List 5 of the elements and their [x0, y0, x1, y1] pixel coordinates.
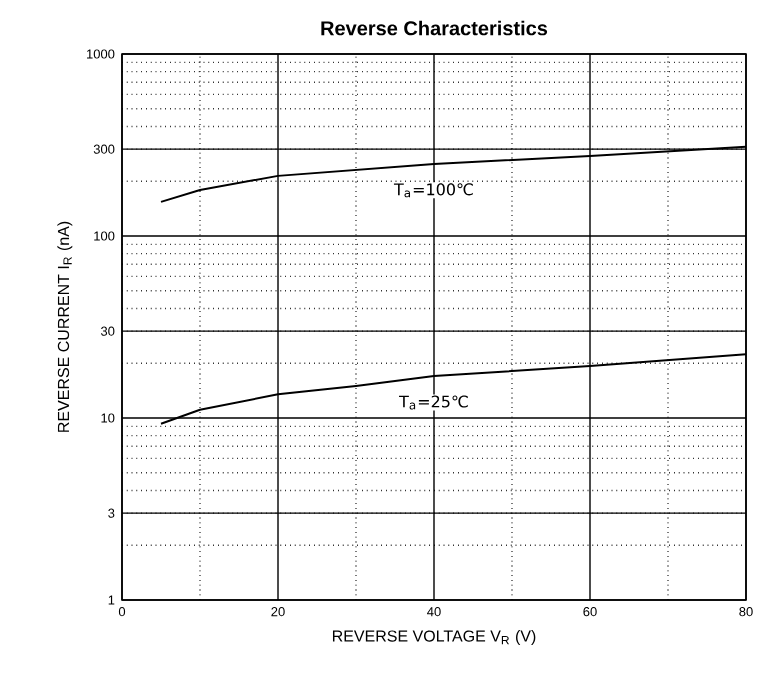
chart-title: Reverse Characteristics: [321, 20, 548, 36]
y-axis-title: REVERSE CURRENT I$_{R}$ (nA): [57, 221, 73, 432]
annotation: T$_{a}$=25℃: [399, 395, 468, 410]
x-axis-title: REVERSE VOLTAGE V$_{R}$ (V): [332, 629, 536, 645]
annotation: T$_{a}$=100℃: [393, 183, 473, 198]
